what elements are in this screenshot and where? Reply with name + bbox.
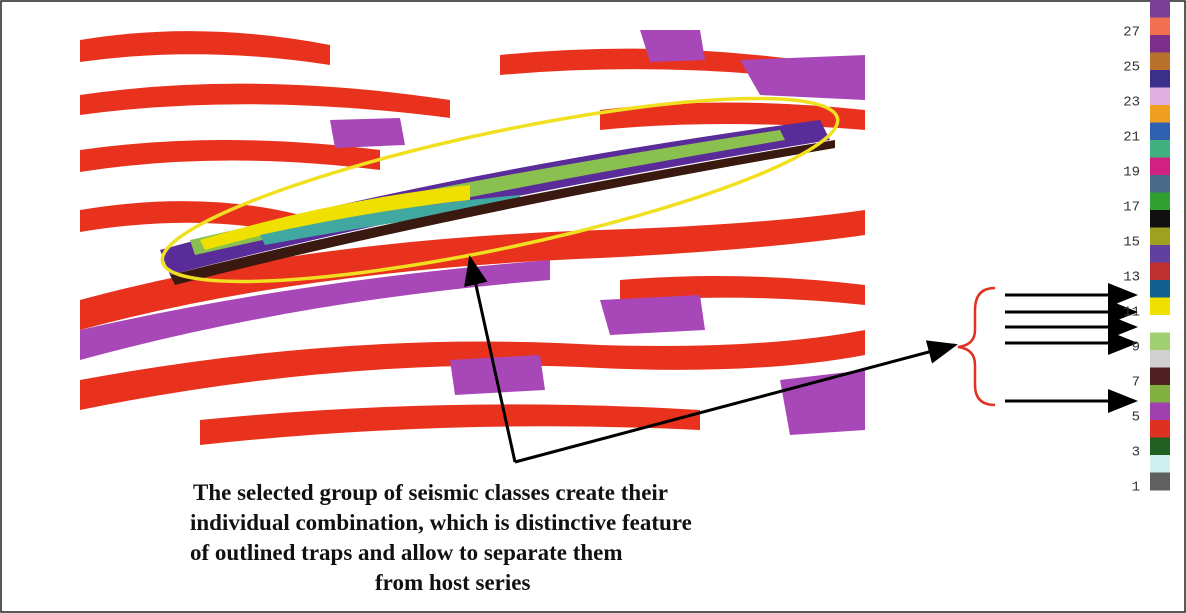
colorbar-label: 5: [1132, 410, 1140, 426]
swatch: [1150, 210, 1170, 228]
colorbar-label: 19: [1123, 165, 1140, 181]
swatch: [1150, 438, 1170, 456]
colorbar-label: 21: [1123, 130, 1140, 146]
swatch: [1150, 228, 1170, 246]
caption-line: of outlined traps and allow to separate …: [190, 540, 623, 565]
seismic-image: [80, 25, 865, 448]
swatch: [1150, 473, 1170, 491]
colorbar-label: 11: [1123, 305, 1140, 321]
colorbar-label: 3: [1132, 445, 1140, 461]
colorbar-label: 9: [1132, 340, 1140, 356]
swatch: [1150, 403, 1170, 421]
colorbar-label: 23: [1123, 95, 1140, 111]
swatch: [1150, 245, 1170, 263]
colorbar-label: 13: [1123, 270, 1140, 286]
swatch: [1150, 193, 1170, 211]
swatch: [1150, 333, 1170, 351]
swatch: [1150, 315, 1170, 333]
swatch: [1150, 385, 1170, 403]
swatch: [1150, 455, 1170, 473]
swatch: [1150, 53, 1170, 71]
colorbar-label: 15: [1123, 235, 1140, 251]
swatch: [1150, 123, 1170, 141]
colorbar-label: 25: [1123, 60, 1140, 76]
swatch: [1150, 420, 1170, 438]
swatch: [1150, 298, 1170, 316]
swatch: [1150, 70, 1170, 88]
swatch: [1150, 368, 1170, 386]
swatch: [1150, 0, 1170, 18]
swatch: [1150, 158, 1170, 176]
colorbar-label: 27: [1123, 25, 1140, 41]
colorbar-label: 17: [1123, 200, 1140, 216]
swatch: [1150, 140, 1170, 158]
figure: 27 25 23 21 19 17 15 13 11 9 7 5 3 1 The selected gro…: [0, 0, 1186, 613]
swatch: [1150, 18, 1170, 36]
colorbar-label: 7: [1132, 375, 1140, 391]
swatch: [1150, 280, 1170, 298]
swatch: [1150, 350, 1170, 368]
swatch: [1150, 263, 1170, 281]
swatch: [1150, 88, 1170, 106]
caption-line: The selected group of seismic classes cr…: [193, 480, 668, 505]
swatch: [1150, 105, 1170, 123]
caption-line: individual combination, which is distinc…: [190, 510, 692, 535]
colorbar-label: 1: [1132, 480, 1140, 496]
caption-line: from host series: [375, 570, 530, 595]
swatch: [1150, 175, 1170, 193]
swatch: [1150, 35, 1170, 53]
